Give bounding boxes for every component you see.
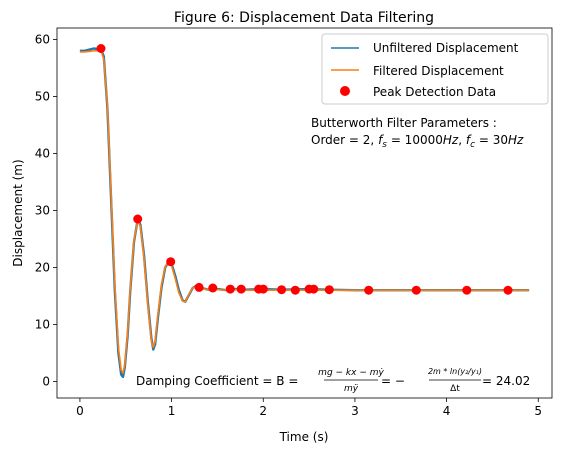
legend-box bbox=[321, 33, 549, 105]
damping-frac1-numerator: mg − kx − mẏ bbox=[318, 368, 384, 378]
x-tick-label: 5 bbox=[534, 404, 542, 418]
peak-point bbox=[96, 44, 106, 53]
chart-title: Figure 6: Displacement Data Filtering bbox=[174, 10, 434, 26]
peak-point bbox=[364, 285, 374, 295]
y-tick-label: 40 bbox=[35, 146, 50, 160]
peak-point bbox=[324, 285, 334, 295]
peak-point bbox=[290, 285, 300, 295]
legend: Unfiltered Displacement Filtered Displac… bbox=[321, 33, 549, 105]
y-tick-label: 0 bbox=[42, 374, 50, 388]
damping-frac1-denominator: mÿ bbox=[344, 384, 359, 394]
legend-swatch-peaks bbox=[340, 86, 350, 96]
y-tick-label: 30 bbox=[35, 203, 50, 217]
x-tick-label: 0 bbox=[76, 404, 84, 418]
damping-mid: = − bbox=[381, 374, 405, 388]
peak-point bbox=[503, 285, 513, 295]
peak-point bbox=[309, 284, 319, 294]
peak-point bbox=[133, 214, 143, 224]
legend-label-filtered: Filtered Displacement bbox=[373, 64, 504, 78]
x-axis-label: Time (s) bbox=[279, 430, 329, 444]
peak-point bbox=[258, 284, 268, 294]
x-tick-label: 2 bbox=[259, 404, 267, 418]
filter-params-text: Order = 2, fs = 10000Hz, fc = 30Hz bbox=[311, 133, 524, 150]
x-tick-label: 1 bbox=[168, 404, 176, 418]
series-layer bbox=[79, 44, 530, 379]
series-filtered-line bbox=[79, 50, 530, 374]
peak-point bbox=[166, 257, 176, 267]
y-tick-label: 50 bbox=[35, 89, 50, 103]
x-tick-label: 3 bbox=[351, 404, 359, 418]
peak-point bbox=[411, 285, 421, 295]
damping-prefix: Damping Coefficient = B = bbox=[136, 374, 298, 388]
filter-title-text: Butterworth Filter Parameters : bbox=[311, 116, 497, 130]
legend-label-peaks: Peak Detection Data bbox=[373, 85, 496, 99]
peak-point bbox=[236, 284, 246, 294]
peak-point bbox=[225, 284, 235, 294]
damping-frac2-denominator: Δt bbox=[450, 384, 460, 394]
damping-frac2-numerator: 2m * ln(y₂/y₁) bbox=[428, 367, 482, 376]
y-tick-label: 20 bbox=[35, 260, 50, 274]
peak-point bbox=[194, 282, 204, 292]
y-tick-label: 60 bbox=[35, 32, 50, 46]
peak-point bbox=[462, 285, 472, 295]
peak-point bbox=[208, 283, 218, 293]
peak-point bbox=[277, 285, 287, 295]
y-axis-label: Displacement (m) bbox=[11, 159, 25, 266]
y-tick-label: 10 bbox=[35, 317, 50, 331]
damping-annotation: Damping Coefficient = B = mg − kx − mẏ m… bbox=[136, 367, 530, 394]
damping-result: = 24.02 bbox=[482, 374, 530, 388]
x-tick-label: 4 bbox=[443, 404, 451, 418]
y-axis: 0 10 20 30 40 50 60 bbox=[35, 32, 57, 388]
x-axis: 0 1 2 3 4 5 bbox=[76, 398, 542, 418]
legend-label-unfiltered: Unfiltered Displacement bbox=[373, 41, 519, 55]
